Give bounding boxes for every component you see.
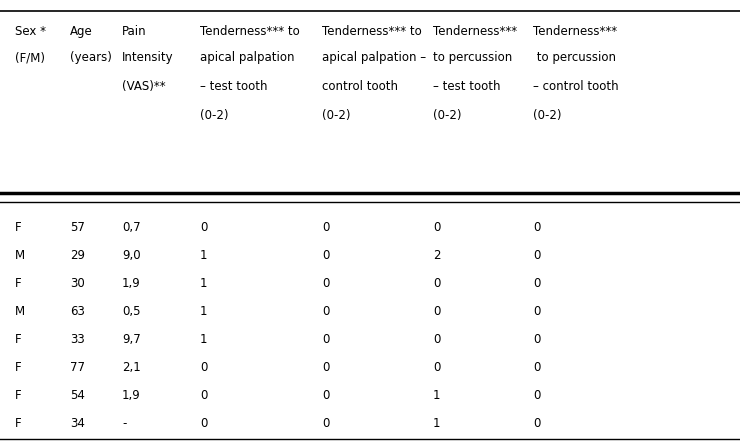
Text: – test tooth: – test tooth (433, 80, 500, 93)
Text: Age: Age (70, 25, 93, 37)
Text: (0-2): (0-2) (533, 109, 562, 122)
Text: 0: 0 (533, 305, 540, 318)
Text: Tenderness***: Tenderness*** (433, 25, 517, 37)
Text: Sex *: Sex * (15, 25, 46, 37)
Text: -: - (122, 417, 127, 430)
Text: control tooth: control tooth (322, 80, 398, 93)
Text: 0,5: 0,5 (122, 305, 141, 318)
Text: 30: 30 (70, 277, 85, 290)
Text: 0: 0 (533, 389, 540, 402)
Text: 0: 0 (433, 361, 440, 374)
Text: F: F (15, 277, 21, 290)
Text: 0: 0 (322, 305, 329, 318)
Text: – control tooth: – control tooth (533, 80, 619, 93)
Text: Tenderness*** to: Tenderness*** to (200, 25, 300, 37)
Text: 54: 54 (70, 389, 85, 402)
Text: 1: 1 (433, 417, 440, 430)
Text: 1,9: 1,9 (122, 389, 141, 402)
Text: 0: 0 (200, 221, 207, 234)
Text: M: M (15, 249, 25, 262)
Text: 0: 0 (322, 277, 329, 290)
Text: 1: 1 (200, 333, 207, 346)
Text: – test tooth: – test tooth (200, 80, 267, 93)
Text: 0: 0 (533, 249, 540, 262)
Text: 0: 0 (433, 277, 440, 290)
Text: 1: 1 (200, 305, 207, 318)
Text: 0: 0 (433, 333, 440, 346)
Text: 0: 0 (533, 333, 540, 346)
Text: apical palpation –: apical palpation – (322, 51, 426, 64)
Text: 33: 33 (70, 333, 85, 346)
Text: 1: 1 (200, 249, 207, 262)
Text: 2: 2 (433, 249, 440, 262)
Text: 0: 0 (433, 221, 440, 234)
Text: F: F (15, 389, 21, 402)
Text: F: F (15, 417, 21, 430)
Text: Tenderness***: Tenderness*** (533, 25, 617, 37)
Text: 0: 0 (322, 221, 329, 234)
Text: (F/M): (F/M) (15, 51, 45, 64)
Text: 0: 0 (533, 277, 540, 290)
Text: 0: 0 (322, 389, 329, 402)
Text: 2,1: 2,1 (122, 361, 141, 374)
Text: (years): (years) (70, 51, 112, 64)
Text: F: F (15, 361, 21, 374)
Text: 0,7: 0,7 (122, 221, 141, 234)
Text: 9,0: 9,0 (122, 249, 141, 262)
Text: (0-2): (0-2) (200, 109, 229, 122)
Text: Tenderness*** to: Tenderness*** to (322, 25, 422, 37)
Text: F: F (15, 221, 21, 234)
Text: apical palpation: apical palpation (200, 51, 295, 64)
Text: (0-2): (0-2) (433, 109, 462, 122)
Text: M: M (15, 305, 25, 318)
Text: to percussion: to percussion (533, 51, 616, 64)
Text: 0: 0 (533, 361, 540, 374)
Text: 29: 29 (70, 249, 85, 262)
Text: Pain: Pain (122, 25, 147, 37)
Text: 9,7: 9,7 (122, 333, 141, 346)
Text: 0: 0 (322, 333, 329, 346)
Text: 1,9: 1,9 (122, 277, 141, 290)
Text: 63: 63 (70, 305, 85, 318)
Text: 34: 34 (70, 417, 85, 430)
Text: 1: 1 (200, 277, 207, 290)
Text: 0: 0 (433, 305, 440, 318)
Text: 1: 1 (433, 389, 440, 402)
Text: to percussion: to percussion (433, 51, 512, 64)
Text: 0: 0 (322, 249, 329, 262)
Text: 0: 0 (533, 417, 540, 430)
Text: 57: 57 (70, 221, 85, 234)
Text: 0: 0 (322, 417, 329, 430)
Text: F: F (15, 333, 21, 346)
Text: (VAS)**: (VAS)** (122, 80, 166, 93)
Text: 0: 0 (200, 389, 207, 402)
Text: (0-2): (0-2) (322, 109, 351, 122)
Text: Intensity: Intensity (122, 51, 174, 64)
Text: 0: 0 (533, 221, 540, 234)
Text: 0: 0 (200, 361, 207, 374)
Text: 77: 77 (70, 361, 85, 374)
Text: 0: 0 (200, 417, 207, 430)
Text: 0: 0 (322, 361, 329, 374)
